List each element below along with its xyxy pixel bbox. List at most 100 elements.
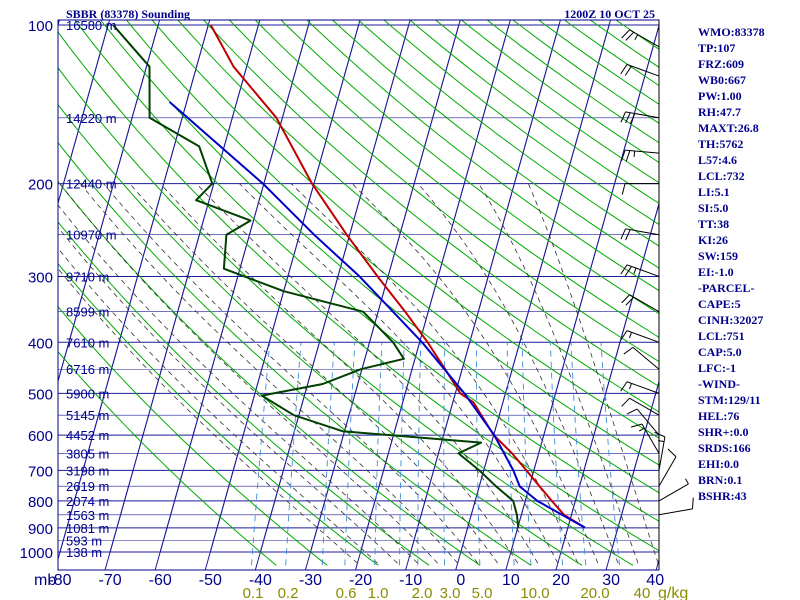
mixing-ratio-line xyxy=(399,342,405,566)
height-label: 4452 m xyxy=(66,428,109,443)
wind-barb-staff xyxy=(658,508,693,516)
pressure-tick-label: 700 xyxy=(28,463,53,480)
wind-barb xyxy=(658,448,677,487)
wind-barb-staff xyxy=(626,264,660,277)
station-stat: -WIND- xyxy=(698,377,740,391)
height-label: 3198 m xyxy=(66,463,109,478)
moist-adiabat-line xyxy=(59,183,438,564)
dry-adiabat-line xyxy=(177,20,659,413)
height-label: 7610 m xyxy=(66,335,109,350)
pressure-unit-label: mb xyxy=(34,572,56,589)
temperature-trace xyxy=(209,24,586,529)
wind-barb-flag xyxy=(620,64,628,75)
dry-adiabat-line xyxy=(203,20,659,387)
moist-adiabat-line xyxy=(160,183,519,564)
wind-barb-flag xyxy=(621,183,626,195)
moist-adiabat-line xyxy=(478,183,639,564)
wind-barb-half-flag xyxy=(685,478,689,485)
pressure-tick-label: 200 xyxy=(28,177,53,194)
height-label: 593 m xyxy=(66,533,102,548)
isotherm-line xyxy=(58,20,161,383)
height-label: 2074 m xyxy=(66,494,109,509)
station-stat: L57:4.6 xyxy=(698,153,737,167)
wind-barb-flag xyxy=(625,112,631,124)
isotherm-line xyxy=(154,20,311,570)
pressure-tick-label: 400 xyxy=(28,335,53,352)
dry-adiabat-line xyxy=(58,221,430,566)
moist-adiabat-line xyxy=(58,247,378,564)
wind-barb xyxy=(620,330,660,343)
height-label: 5900 m xyxy=(66,386,109,401)
station-stat: -PARCEL- xyxy=(698,281,755,295)
height-label: 6716 m xyxy=(66,362,109,377)
dry-adiabat-line xyxy=(58,180,481,566)
mixing-ratio-label: 0.1 xyxy=(243,585,264,600)
mixing-ratio-line xyxy=(285,342,302,566)
isotherm-line xyxy=(405,20,561,570)
dry-adiabat-line xyxy=(58,262,379,566)
station-stat: PW:1.00 xyxy=(698,89,742,103)
wind-barb xyxy=(620,111,660,125)
mixing-ratio-line xyxy=(506,342,515,566)
station-stat: TH:5762 xyxy=(698,137,744,151)
temperature-tick-label: 30 xyxy=(602,572,620,589)
moist-adiabat-line xyxy=(196,183,539,564)
wind-barb-staff xyxy=(629,294,660,313)
mixing-ratio-line xyxy=(570,342,587,566)
wind-barb xyxy=(621,294,660,313)
wind-barb-staff xyxy=(641,423,660,454)
wind-barb-flag xyxy=(625,296,635,306)
isotherm-line xyxy=(505,23,659,570)
dry-adiabat-line xyxy=(125,20,659,466)
station-stat: CAP:5.0 xyxy=(698,345,742,359)
axis-labels: SBBR (83378) Sounding 1200Z 10 OCT 25 mb… xyxy=(20,7,689,600)
moist-adiabat-line xyxy=(103,183,479,564)
wind-barb-flag xyxy=(621,294,630,304)
wind-barb-flag xyxy=(620,330,628,341)
mixing-ratio-label: 5.0 xyxy=(472,585,493,600)
wind-barb-flag xyxy=(624,65,632,76)
isotherm-line xyxy=(104,20,261,570)
isotherm-line xyxy=(355,20,511,570)
wind-barb-flag xyxy=(621,397,630,407)
wind-barb-flag xyxy=(630,423,643,428)
wind-barb xyxy=(620,228,660,241)
wind-barb-flag xyxy=(629,113,636,125)
parcel-trace xyxy=(168,101,586,529)
height-label: 138 m xyxy=(66,545,102,560)
mixing-ratio-label: 1.0 xyxy=(368,585,389,600)
isotherm-line xyxy=(58,20,211,561)
wind-barb-staff xyxy=(658,483,689,502)
moist-adiabat-line xyxy=(290,183,579,564)
wind-barb-half-flag xyxy=(634,34,639,41)
moist-adiabat-line xyxy=(239,183,559,564)
height-label: 12440 m xyxy=(66,177,117,192)
isotherm-line xyxy=(605,379,659,570)
mixing-ratio-line xyxy=(344,342,356,566)
station-stat: WMO:83378 xyxy=(698,25,765,39)
station-stat: TP:107 xyxy=(698,41,736,55)
wind-barb-flag xyxy=(625,150,631,162)
height-label: 2619 m xyxy=(66,479,109,494)
plot-background xyxy=(58,20,659,570)
station-stat: LI:5.1 xyxy=(698,185,730,199)
station-stat: EI:-1.0 xyxy=(698,265,734,279)
station-stat: SHR+:0.0 xyxy=(698,425,749,439)
station-stat: WB0:667 xyxy=(698,73,746,87)
isotherm-line xyxy=(254,20,411,570)
isotherm-line xyxy=(0,25,8,552)
moist-adiabat-line xyxy=(58,226,398,564)
temperature-tick-label: -30 xyxy=(299,572,322,589)
moist-adiabat-line xyxy=(528,183,659,564)
mixing-ratio-line xyxy=(600,342,620,566)
isotherm-line xyxy=(455,20,611,570)
mixing-ratio-line xyxy=(417,342,422,566)
wind-barb-staff xyxy=(625,228,660,236)
moist-adiabat-line xyxy=(58,204,418,564)
height-label: 1081 m xyxy=(66,521,109,536)
station-stat: SW:159 xyxy=(698,249,739,263)
station-stats-panel: WMO:83378 TP:107 FRZ:609 WB0:667 PW:1.00 RH:4… xyxy=(698,24,800,504)
dry-adiabat-line xyxy=(58,103,583,566)
plot-area xyxy=(58,20,659,570)
